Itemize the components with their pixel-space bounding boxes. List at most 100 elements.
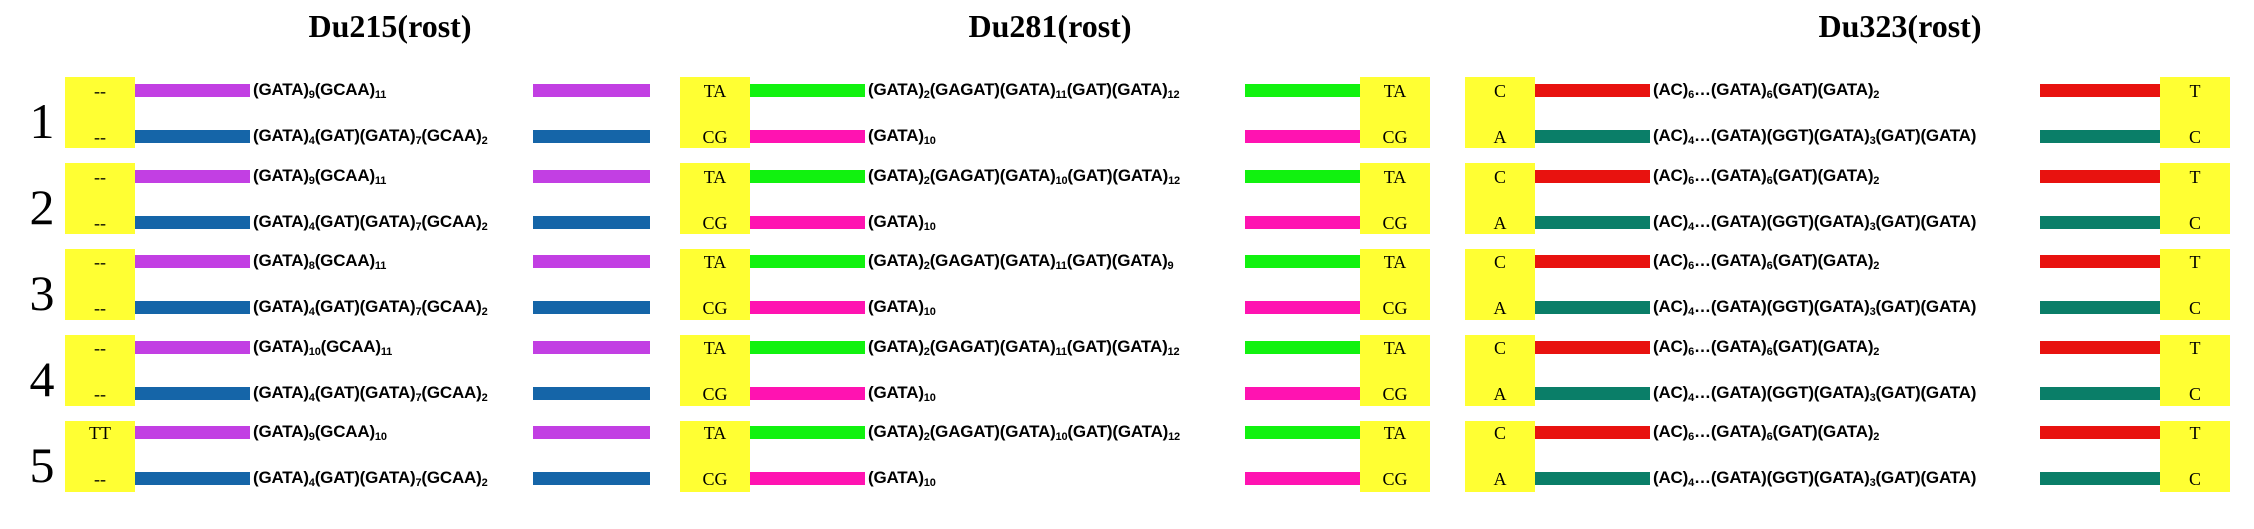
repeat-motif: GAT bbox=[320, 383, 355, 402]
right-flank-bar bbox=[533, 216, 650, 229]
repeat-motif: GAT bbox=[1778, 80, 1813, 99]
repeat-count: 3 bbox=[1869, 392, 1876, 404]
repeat-unit: (GCAA)10 bbox=[314, 422, 387, 443]
left-flank-bar bbox=[135, 216, 250, 229]
repeat-count: 2 bbox=[481, 392, 488, 404]
repeat-unit: (GATA) bbox=[1710, 468, 1767, 487]
left-flank-bar bbox=[135, 426, 250, 439]
repeat-unit: (GATA)2 bbox=[868, 80, 930, 101]
repeat-sequence: (AC)6…(GATA)6(GAT)(GATA)2 bbox=[1653, 80, 1880, 101]
right-flank-box bbox=[1360, 249, 1430, 320]
left-flank-label: -- bbox=[94, 298, 106, 318]
repeat-unit: (AC)4 bbox=[1653, 468, 1695, 489]
repeat-sequence: (GATA)8(GCAA)11 bbox=[253, 251, 386, 272]
repeat-motif: GATA bbox=[258, 166, 304, 185]
repeat-unit: (GGT) bbox=[1766, 297, 1814, 316]
repeat-unit: (GATA)7 bbox=[359, 212, 422, 233]
repeat-unit: (AC)4 bbox=[1653, 212, 1695, 233]
repeat-motif: GATA bbox=[1716, 422, 1762, 441]
left-flank-label: A bbox=[1493, 213, 1507, 233]
repeat-sequence: (AC)6…(GATA)6(GAT)(GATA)2 bbox=[1653, 422, 1879, 443]
left-flank-bar bbox=[135, 170, 250, 183]
sample-label-4: 4 bbox=[29, 351, 55, 407]
repeat-motif: AC bbox=[1658, 297, 1683, 316]
left-flank-label: CG bbox=[702, 213, 728, 233]
repeat-unit: (GAGAT) bbox=[929, 422, 1000, 441]
repeat-motif: AC bbox=[1658, 212, 1683, 231]
repeat-motif: GATA bbox=[1822, 337, 1868, 356]
repeat-unit: (GAT) bbox=[1772, 251, 1818, 270]
repeat-motif: GATA bbox=[258, 337, 304, 356]
repeat-unit: (GAT) bbox=[1772, 337, 1818, 356]
repeat-count: 9 bbox=[1167, 260, 1174, 272]
repeat-unit: (GATA)10 bbox=[868, 468, 936, 489]
right-flank-box bbox=[2160, 249, 2230, 320]
repeat-motif: GGT bbox=[1772, 212, 1809, 231]
repeat-unit: (GATA)9 bbox=[1111, 251, 1174, 272]
left-flank-label: A bbox=[1493, 298, 1507, 318]
repeat-motif: GCAA bbox=[426, 297, 477, 316]
repeat-unit: (GAT) bbox=[1772, 80, 1818, 99]
repeat-count: 2 bbox=[481, 221, 488, 233]
repeat-count: 10 bbox=[923, 306, 936, 318]
repeat-unit: (GATA)12 bbox=[1112, 166, 1180, 187]
repeat-unit: (GATA)2 bbox=[1817, 80, 1880, 101]
repeat-motif: GATA bbox=[1925, 468, 1971, 487]
left-flank-label: C bbox=[1493, 81, 1506, 101]
repeat-count: 2 bbox=[923, 175, 930, 187]
repeat-motif: GAT bbox=[1072, 251, 1107, 270]
right-flank-label: T bbox=[2189, 423, 2201, 443]
repeat-sequence: (GATA)2(GAGAT)(GATA)10(GAT)(GATA)12 bbox=[868, 166, 1180, 187]
right-flank-bar bbox=[1245, 341, 1360, 354]
repeat-unit: (GATA)12 bbox=[1111, 337, 1180, 358]
repeat-unit: (GGT) bbox=[1766, 468, 1814, 487]
right-flank-bar bbox=[1245, 170, 1360, 183]
repeat-unit: (GATA)4 bbox=[253, 383, 315, 404]
repeat-unit: (GATA)10 bbox=[253, 337, 321, 358]
repeat-unit: (GAT) bbox=[314, 126, 360, 145]
repeat-unit: (GATA)12 bbox=[1111, 80, 1180, 101]
repeat-unit: (GCAA)2 bbox=[421, 126, 488, 147]
repeat-motif: GATA bbox=[873, 383, 919, 402]
left-flank-bar bbox=[750, 255, 865, 268]
repeat-motif: GATA bbox=[1117, 166, 1163, 185]
repeat-motif: GCAA bbox=[426, 468, 477, 487]
repeat-count: 11 bbox=[374, 175, 387, 187]
left-flank-box bbox=[65, 77, 135, 148]
repeat-sequence: (GATA)10 bbox=[868, 468, 936, 489]
left-flank-box bbox=[680, 421, 750, 492]
repeat-motif: GATA bbox=[1822, 251, 1868, 270]
repeat-motif: GAT bbox=[1072, 422, 1107, 441]
repeat-motif: GATA bbox=[1822, 80, 1868, 99]
repeat-count: 10 bbox=[1055, 175, 1068, 187]
left-flank-bar bbox=[750, 387, 865, 400]
right-flank-label: C bbox=[2188, 298, 2201, 318]
repeat-motif: GATA bbox=[1716, 337, 1762, 356]
repeat-unit: (GATA)4 bbox=[253, 468, 315, 489]
repeat-sequence: (GATA)4(GAT)(GATA)7(GCAA)2 bbox=[253, 212, 488, 233]
repeat-unit: … bbox=[1694, 212, 1711, 231]
left-flank-bar bbox=[1535, 387, 1650, 400]
repeat-motif: GATA bbox=[258, 212, 304, 231]
repeat-unit: (GATA)9 bbox=[253, 166, 315, 187]
repeat-motif: GATA bbox=[258, 251, 304, 270]
right-flank-label: C bbox=[2188, 469, 2201, 489]
right-flank-bar bbox=[1245, 130, 1360, 143]
repeat-motif: GAT bbox=[1880, 297, 1915, 316]
repeat-motif: GATA bbox=[258, 468, 304, 487]
sample-label-5: 5 bbox=[29, 437, 55, 493]
left-flank-bar bbox=[1535, 255, 1650, 268]
repeat-count: 2 bbox=[923, 346, 930, 358]
repeat-count: 6 bbox=[1688, 89, 1695, 101]
repeat-unit: … bbox=[1694, 422, 1711, 441]
repeat-unit: (GATA)3 bbox=[1813, 126, 1876, 147]
repeat-count: 3 bbox=[1869, 221, 1876, 233]
repeat-motif: GATA bbox=[1005, 166, 1051, 185]
repeat-motif: GAT bbox=[1778, 166, 1813, 185]
repeat-unit: (GAT) bbox=[1875, 212, 1921, 231]
right-flank-bar bbox=[2040, 130, 2160, 143]
repeat-motif: GATA bbox=[365, 297, 410, 316]
repeat-motif: GCAA bbox=[426, 212, 477, 231]
repeat-count: 8 bbox=[308, 260, 315, 272]
left-flank-box bbox=[1465, 249, 1535, 320]
